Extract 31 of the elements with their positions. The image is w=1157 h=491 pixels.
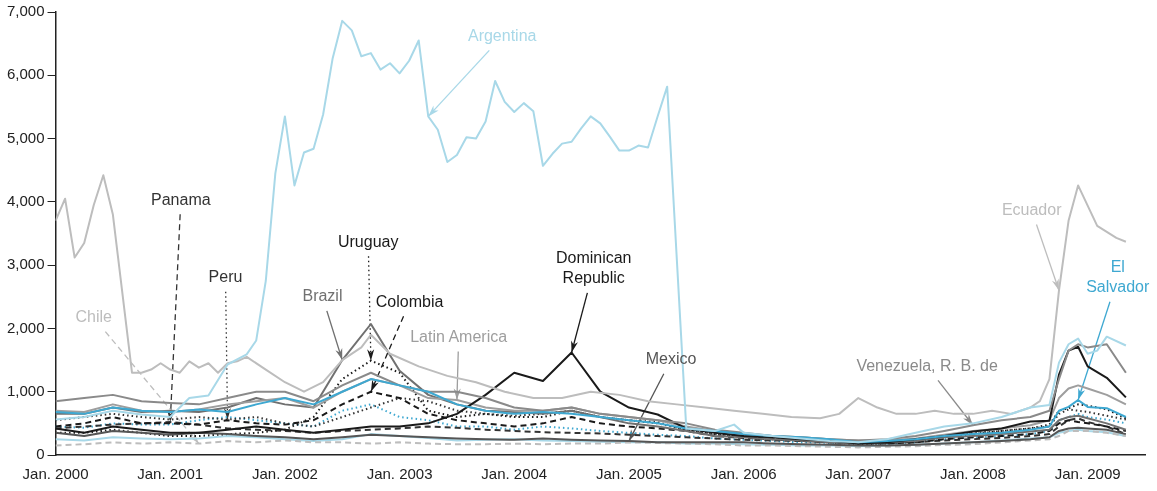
x-tick-label: Jan. 2005 xyxy=(595,465,662,483)
x-tick-label: Jan. 2001 xyxy=(137,465,204,483)
text: Argentina xyxy=(467,26,537,44)
text: Peru xyxy=(208,268,243,286)
text: Uruguay xyxy=(337,232,399,250)
text: Dominican Republic xyxy=(555,249,632,287)
text: Latin America xyxy=(410,328,508,346)
text: Mexico xyxy=(645,350,697,368)
y-tick-label: 5,000 xyxy=(6,128,45,146)
x-tick-label: Jan. 2006 xyxy=(710,465,777,483)
series-label: Ecuador xyxy=(1001,200,1063,218)
x-tick-label: Jan. 2002 xyxy=(251,465,318,483)
y-tick-label: 0 xyxy=(36,445,45,463)
text: Panama xyxy=(151,190,211,208)
text: Chile xyxy=(75,308,112,326)
x-tick-label: Jan. 2004 xyxy=(481,465,548,483)
x-tick-label: Jan. 2000 xyxy=(22,465,89,483)
y-tick-label: 4,000 xyxy=(6,192,45,209)
y-tick-label: 7,000 xyxy=(6,2,45,20)
x-tick-label: Jan. 2007 xyxy=(825,465,892,483)
text: Venezuela, R. B. de xyxy=(856,356,998,374)
text: El Salvador xyxy=(1086,258,1151,296)
x-tick-label: Jan. 2008 xyxy=(940,465,1006,483)
x-tick-label: Jan. 2009 xyxy=(1054,465,1121,483)
y-tick-label: 3,000 xyxy=(6,255,45,273)
y-tick-label: 2,000 xyxy=(6,318,45,336)
text: Colombia xyxy=(375,292,444,310)
y-tick-label: 6,000 xyxy=(6,65,45,83)
text: Brazil xyxy=(302,287,343,305)
y-tick-label: 1,000 xyxy=(6,381,45,399)
x-tick-label: Jan. 2003 xyxy=(366,465,433,483)
